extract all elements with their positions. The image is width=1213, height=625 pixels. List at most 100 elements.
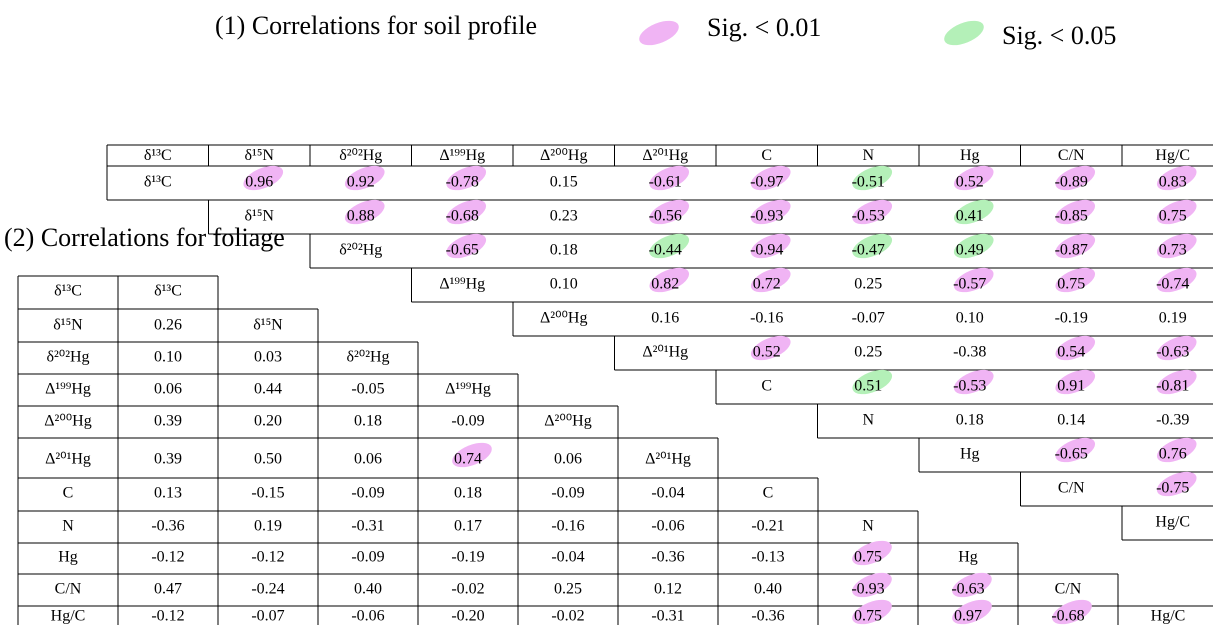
cell-value: 0.06: [154, 381, 182, 398]
cell-value: -0.68: [446, 208, 479, 225]
row-header: Hg/C: [51, 608, 86, 625]
cell-value: 0.41: [956, 208, 984, 225]
cell-value: 0.16: [651, 310, 679, 327]
significance-marker: [852, 369, 893, 395]
significance-marker: [750, 233, 791, 259]
diagonal-header: Δ²⁰¹Hg: [645, 451, 691, 468]
significance-marker: [639, 20, 679, 46]
cell-value: -0.07: [251, 608, 284, 625]
column-header: Hg: [960, 147, 980, 164]
cell-value: -0.16: [750, 310, 783, 327]
row-header: Hg: [960, 446, 980, 463]
cell-value: -0.06: [651, 518, 684, 535]
significance-marker: [953, 199, 994, 225]
cell-value: 0.40: [354, 581, 382, 598]
significance-marker: [852, 540, 892, 566]
cell-value: -0.47: [852, 242, 885, 259]
cell-value: 0.75: [1057, 276, 1085, 293]
cell-value: -0.63: [1156, 344, 1189, 361]
cell-value: -0.51: [852, 174, 885, 191]
diagonal-header: Hg: [958, 549, 978, 566]
cell-value: 0.18: [956, 412, 984, 429]
row-header: Hg/C: [1155, 514, 1190, 531]
diagonal-header: δ¹³C: [154, 283, 182, 300]
cell-value: 0.74: [454, 451, 482, 468]
significance-marker: [1156, 437, 1197, 463]
cell-value: 0.96: [245, 174, 273, 191]
cell-value: 0.03: [254, 349, 282, 366]
row-header: C: [761, 378, 772, 395]
cell-value: -0.09: [451, 413, 484, 430]
row-header: δ¹³C: [54, 283, 82, 300]
diagonal-header: C: [763, 485, 774, 502]
row-header: Δ¹⁹⁹Hg: [45, 381, 91, 398]
cell-value: -0.87: [1055, 242, 1088, 259]
cell-value: -0.15: [251, 485, 284, 502]
diagonal-header: Δ¹⁹⁹Hg: [445, 381, 491, 398]
cell-value: 0.40: [754, 581, 782, 598]
cell-value: -0.85: [1055, 208, 1088, 225]
cell-value: 0.15: [550, 174, 578, 191]
diagonal-header: Hg/C: [1151, 608, 1186, 625]
cell-value: 0.10: [154, 349, 182, 366]
significance-marker: [750, 267, 791, 293]
significance-marker: [1055, 437, 1096, 463]
cell-value: 0.92: [347, 174, 375, 191]
row-header: Δ¹⁹⁹Hg: [439, 276, 485, 293]
cell-value: 0.76: [1159, 446, 1187, 463]
significance-marker: [1055, 267, 1096, 293]
column-header: C/N: [1058, 147, 1085, 164]
cell-value: -0.19: [451, 549, 484, 566]
significance-marker: [750, 199, 791, 225]
cell-value: -0.53: [953, 378, 986, 395]
significance-marker: [446, 199, 487, 225]
significance-marker: [953, 165, 994, 191]
cell-value: -0.31: [651, 608, 684, 625]
significance-marker: [1052, 599, 1092, 625]
significance-marker: [1055, 199, 1096, 225]
cell-value: 0.19: [254, 518, 282, 535]
row-header: δ²⁰²Hg: [339, 242, 382, 259]
diagonal-header: δ²⁰²Hg: [346, 349, 389, 366]
diagonal-header: δ¹⁵N: [253, 317, 283, 334]
significance-marker: [953, 369, 994, 395]
cell-value: -0.36: [751, 608, 784, 625]
cell-value: 0.18: [354, 413, 382, 430]
cell-value: 0.25: [854, 344, 882, 361]
column-header: δ²⁰²Hg: [339, 147, 382, 164]
cell-value: 0.10: [956, 310, 984, 327]
significance-marker: [952, 599, 992, 625]
cell-value: -0.61: [649, 174, 682, 191]
cell-value: 0.49: [956, 242, 984, 259]
cell-value: -0.97: [750, 174, 783, 191]
cell-value: 0.47: [154, 581, 182, 598]
significance-marker: [344, 165, 385, 191]
cell-value: -0.39: [1156, 412, 1189, 429]
cell-value: 0.54: [1057, 344, 1085, 361]
cell-value: 0.91: [1057, 378, 1085, 395]
cell-value: -0.31: [351, 518, 384, 535]
cell-value: -0.93: [851, 581, 884, 598]
row-header: C: [63, 485, 74, 502]
significance-marker: [452, 442, 492, 468]
cell-value: 0.18: [550, 242, 578, 259]
significance-marker: [1055, 335, 1096, 361]
cell-value: 0.18: [454, 485, 482, 502]
significance-marker: [243, 165, 284, 191]
cell-value: 0.88: [347, 208, 375, 225]
significance-marker: [1156, 165, 1197, 191]
cell-value: -0.04: [651, 485, 684, 502]
cell-value: -0.09: [351, 485, 384, 502]
cell-value: 0.50: [254, 451, 282, 468]
cell-value: 0.75: [854, 608, 882, 625]
cell-value: -0.36: [151, 518, 184, 535]
cell-value: -0.56: [649, 208, 682, 225]
significance-marker: [750, 335, 791, 361]
row-header: Δ²⁰⁰Hg: [44, 413, 91, 430]
cell-value: 0.25: [854, 276, 882, 293]
significance-marker: [750, 165, 791, 191]
significance-marker: [852, 599, 892, 625]
cell-value: -0.74: [1156, 276, 1189, 293]
row-header: Hg: [58, 549, 78, 566]
cell-value: -0.16: [551, 518, 584, 535]
